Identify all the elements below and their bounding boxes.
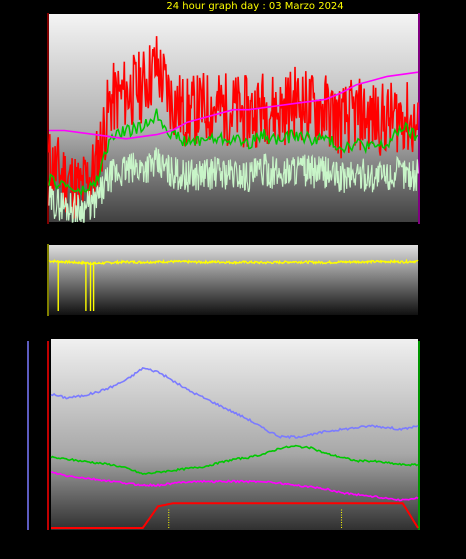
chart1-axes <box>47 13 420 224</box>
solar-series-line <box>51 502 419 529</box>
speed-series-line <box>48 36 419 222</box>
pressure-series-line <box>49 71 419 140</box>
dewpoint-series-line <box>50 444 419 475</box>
avg-speed-series-line <box>48 108 419 196</box>
humidity-series-line <box>50 366 419 440</box>
chart-title: 24 hour graph day : 03 Marzo 2024 <box>166 1 343 12</box>
chart2-plot-area <box>49 245 418 315</box>
gust-series-line <box>48 147 419 223</box>
chart3-axes <box>27 341 420 530</box>
chart2-series <box>48 258 419 311</box>
chart1-series <box>48 36 419 223</box>
chart3-series <box>50 366 419 529</box>
temperature-series-line <box>50 471 419 502</box>
chart3-plot-area <box>51 339 418 530</box>
direction-series-line <box>48 258 419 266</box>
